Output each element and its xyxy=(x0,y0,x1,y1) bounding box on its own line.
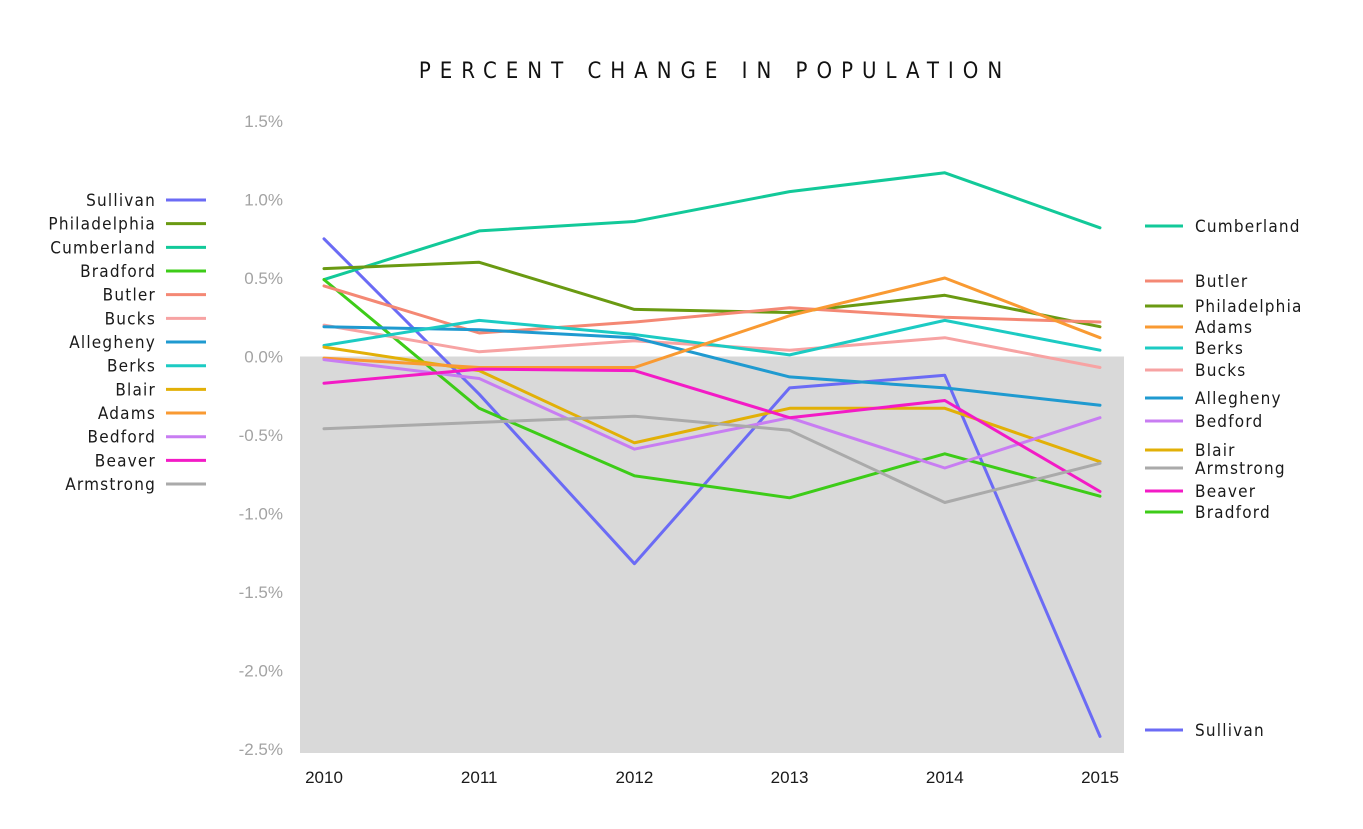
series-line-sullivan xyxy=(322,237,1102,738)
series-line-allegheny xyxy=(322,325,1102,407)
legend-right-label: Philadelphia xyxy=(1195,297,1303,317)
legend-right: Cumberland Butler PhiladelphiaAdamsBerksBu… xyxy=(1145,217,1303,741)
legend-left-label: Bedford xyxy=(88,428,156,448)
legend-right-label: Butler xyxy=(1195,272,1248,292)
legend-left-label: Bradford xyxy=(80,262,156,282)
x-tick-label: 2014 xyxy=(926,768,964,787)
series-line-adams xyxy=(322,276,1102,369)
y-tick-label: -0.5% xyxy=(239,426,283,445)
legend-left-label: Butler xyxy=(103,286,156,306)
y-tick-label: 0.5% xyxy=(244,269,283,288)
x-tick-label: 2012 xyxy=(615,768,653,787)
y-tick-label: -1.5% xyxy=(239,583,283,602)
legend-left: Sullivan Philadelphia Cumberland Bradford Bu… xyxy=(48,191,206,495)
y-tick-label: 1.5% xyxy=(244,112,283,131)
series-line-cumberland xyxy=(322,171,1102,282)
x-tick-label: 2011 xyxy=(461,768,498,787)
x-tick-label: 2015 xyxy=(1081,768,1119,787)
y-tick-label: -2.5% xyxy=(239,740,283,759)
legend-left-label: Bucks xyxy=(105,309,156,329)
series-line-beaver xyxy=(322,367,1102,493)
legend-left-label: Adams xyxy=(98,404,156,424)
legend-right-label: Bedford xyxy=(1195,412,1263,432)
chart-title: PERCENT CHANGE IN POPULATION xyxy=(419,59,1011,84)
series-line-armstrong xyxy=(322,414,1102,504)
y-tick-label: -1.0% xyxy=(239,505,283,524)
legend-right-label: Bradford xyxy=(1195,503,1271,523)
legend-left-label: Cumberland xyxy=(50,238,156,258)
legend-right-label: Armstrong xyxy=(1195,459,1286,479)
y-tick-label: 0.0% xyxy=(244,348,283,367)
legend-right-label: Sullivan xyxy=(1195,721,1265,741)
legend-left-label: Blair xyxy=(115,380,156,400)
legend-left-label: Allegheny xyxy=(69,333,156,353)
series-lines xyxy=(322,171,1102,738)
series-line-berks xyxy=(322,318,1102,357)
x-tick-label: 2010 xyxy=(305,768,343,787)
legend-right-label: Adams xyxy=(1195,318,1253,338)
y-axis: 1.5% 1.0% 0.5% 0.0% -0.5% -1.0% -1.5% -2.0% -2.5… xyxy=(239,112,283,759)
x-axis: 2010 2011 2012 2013 2014 2015 xyxy=(305,768,1119,787)
legend-left-label: Berks xyxy=(107,357,156,377)
legend-right-label: Beaver xyxy=(1195,482,1256,502)
legend-right-label: Bucks xyxy=(1195,361,1246,381)
series-line-bedford xyxy=(322,358,1102,470)
x-tick-label: 2013 xyxy=(771,768,809,787)
legend-left-label: Sullivan xyxy=(86,191,156,211)
legend-left-label: Beaver xyxy=(95,451,156,471)
y-tick-label: -2.0% xyxy=(239,662,283,681)
legend-left-label: Armstrong xyxy=(65,475,156,495)
legend-right-label: Blair xyxy=(1195,441,1236,461)
y-tick-label: 1.0% xyxy=(244,191,283,210)
series-line-philadelphia xyxy=(322,260,1102,329)
legend-right-label: Cumberland xyxy=(1195,217,1301,237)
legend-left-label: Philadelphia xyxy=(48,215,156,235)
legend-right-label: Allegheny xyxy=(1195,389,1282,409)
negative-region-shade xyxy=(300,356,1124,753)
legend-right-label: Berks xyxy=(1195,339,1244,359)
